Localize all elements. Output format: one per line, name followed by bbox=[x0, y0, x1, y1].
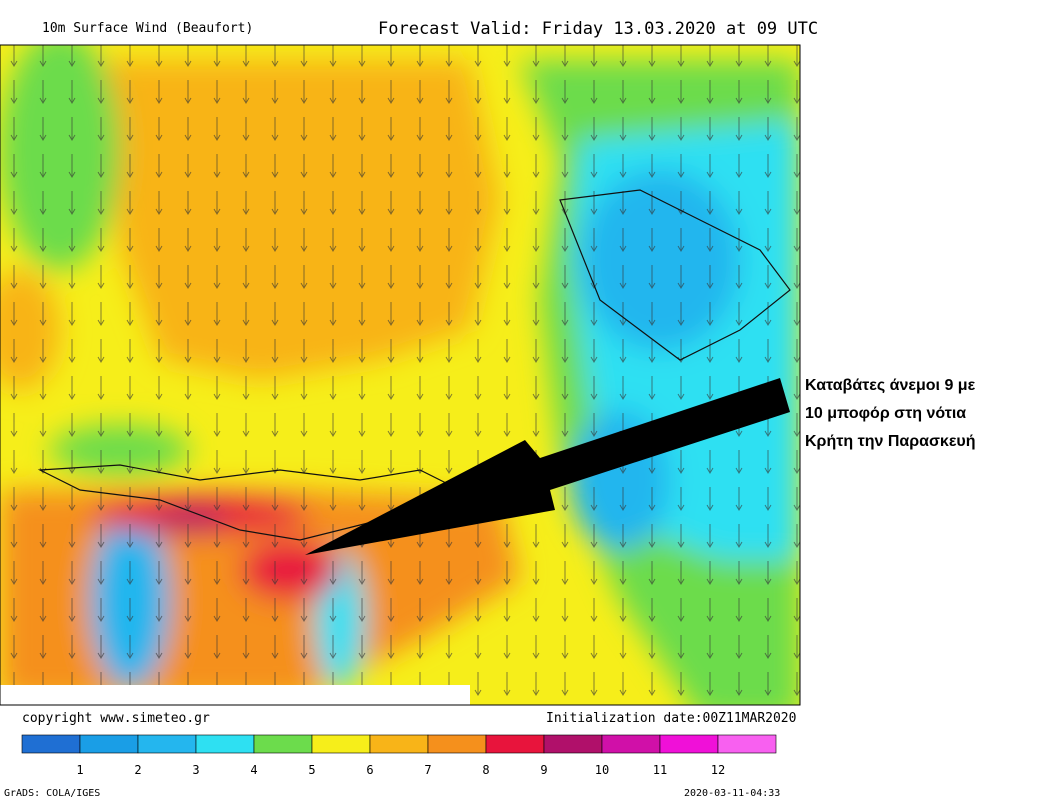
colorbar-label: 6 bbox=[366, 763, 373, 777]
annotation-arrow bbox=[305, 378, 790, 555]
colorbar-box bbox=[659, 734, 719, 754]
forecast-valid: Forecast Valid: Friday 13.03.2020 at 09 … bbox=[378, 19, 818, 39]
colorbar-label: 11 bbox=[653, 763, 667, 777]
colorbar-box bbox=[137, 734, 197, 754]
colorbar-box bbox=[311, 734, 371, 754]
colorbar-label: 3 bbox=[192, 763, 199, 777]
colorbar-box bbox=[79, 734, 139, 754]
colorbar-box bbox=[253, 734, 313, 754]
timestamp: 2020-03-11-04:33 bbox=[684, 788, 780, 799]
colorbar-label: 5 bbox=[308, 763, 315, 777]
annotation-line: Κρήτη την Παρασκευή bbox=[805, 433, 976, 450]
map-title: 10m Surface Wind (Beaufort) bbox=[42, 21, 253, 36]
colorbar-box bbox=[601, 734, 661, 754]
colorbar-label: 12 bbox=[711, 763, 725, 777]
colorbar-box bbox=[369, 734, 429, 754]
colorbar-label: 10 bbox=[595, 763, 609, 777]
colorbar-label: 1 bbox=[76, 763, 83, 777]
colorbar: 1 2 3 4 5 6 7 8 9 10 11 12 bbox=[21, 734, 777, 777]
colorbar-label: 9 bbox=[540, 763, 547, 777]
colorbar-box bbox=[717, 734, 777, 754]
software: GrADS: COLA/IGES bbox=[4, 788, 100, 799]
colorbar-box bbox=[485, 734, 545, 754]
colorbar-label: 8 bbox=[482, 763, 489, 777]
colorbar-label: 2 bbox=[134, 763, 141, 777]
colorbar-box bbox=[21, 734, 81, 754]
copyright: copyright www.simeteo.gr bbox=[22, 711, 210, 726]
wind-map bbox=[0, 45, 800, 705]
annotation-line: 10 μποφόρ στη νότια bbox=[805, 405, 966, 422]
colorbar-box bbox=[543, 734, 603, 754]
colorbar-label: 7 bbox=[424, 763, 431, 777]
initialization: Initialization date:00Z11MAR2020 bbox=[546, 711, 796, 726]
annotation-line: Καταβάτες άνεμοι 9 με bbox=[805, 377, 976, 394]
colorbar-label: 4 bbox=[250, 763, 257, 777]
map-frame bbox=[0, 44, 801, 706]
colorbar-box bbox=[195, 734, 255, 754]
colorbar-box bbox=[427, 734, 487, 754]
